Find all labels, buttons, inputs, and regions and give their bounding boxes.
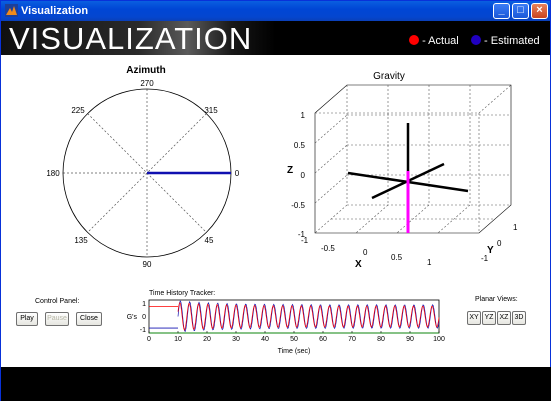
azimuth-plot: Azimuth 270 315 0 45 90 135 180 225 bbox=[46, 65, 240, 269]
x-tick-label: 10 bbox=[174, 336, 182, 343]
x-tick-0.5: 0.5 bbox=[391, 253, 403, 262]
x-tick-label: 90 bbox=[406, 336, 414, 343]
azimuth-label-45: 45 bbox=[205, 236, 214, 245]
z-tick-1: 1 bbox=[301, 111, 306, 120]
view-3d-button[interactable]: 3D bbox=[512, 311, 526, 325]
x-tick-neg1: -1 bbox=[301, 236, 309, 245]
azimuth-title: Azimuth bbox=[126, 65, 165, 76]
time-history-ylabel: G's bbox=[127, 314, 138, 321]
banner bbox=[1, 21, 550, 55]
x-tick-label: 20 bbox=[203, 336, 211, 343]
matlab-logo-icon bbox=[5, 4, 18, 17]
window-title: Visualization bbox=[21, 5, 89, 17]
azimuth-label-225: 225 bbox=[71, 106, 85, 115]
x-tick-label: 70 bbox=[348, 336, 356, 343]
azimuth-label-0: 0 bbox=[235, 169, 240, 178]
play-button[interactable]: Play bbox=[16, 312, 38, 326]
z-tick-neg0.5: -0.5 bbox=[291, 201, 305, 210]
y-axis-label: Y bbox=[487, 245, 494, 256]
main-panel: Azimuth 270 315 0 45 90 135 180 225 Grav… bbox=[1, 55, 550, 367]
time-history-x-ticks: 0 10 20 30 40 50 60 70 80 90 100 bbox=[147, 331, 445, 343]
x-axis-label: X bbox=[355, 259, 362, 270]
x-tick-label: 100 bbox=[433, 336, 445, 343]
y-tick-neg1: -1 bbox=[481, 254, 489, 263]
time-history-chart: G's 1 0 -1 0 10 20 30 40 50 60 70 80 90 100 Time (… bbox=[127, 299, 445, 355]
view-yz-button[interactable]: YZ bbox=[482, 311, 496, 325]
azimuth-label-90: 90 bbox=[143, 260, 152, 269]
estimated-dot-icon bbox=[470, 35, 481, 45]
azimuth-label-270: 270 bbox=[140, 79, 154, 88]
time-history-title: Time History Tracker: bbox=[149, 290, 216, 297]
z-axis-label: Z bbox=[287, 165, 293, 176]
control-panel-title: Control Panel: bbox=[35, 298, 80, 305]
pause-button[interactable]: Pause bbox=[45, 312, 69, 326]
gravity-3d-plot: Gravity bbox=[287, 71, 518, 270]
maximize-button[interactable]: □ bbox=[512, 3, 529, 19]
x-tick-label: 40 bbox=[261, 336, 269, 343]
time-history-oscillation bbox=[177, 302, 440, 331]
planar-views-title: Planar Views: bbox=[475, 296, 518, 303]
title-bar[interactable]: Visualization _ □ × bbox=[1, 1, 550, 21]
x-tick-label: 60 bbox=[319, 336, 327, 343]
minimize-button[interactable]: _ bbox=[493, 3, 510, 19]
view-xy-button[interactable]: XY bbox=[467, 311, 481, 325]
azimuth-label-180: 180 bbox=[46, 169, 60, 178]
x-tick-1: 1 bbox=[427, 258, 432, 267]
time-history-xlabel: Time (sec) bbox=[278, 348, 311, 355]
view-xz-button[interactable]: XZ bbox=[497, 311, 511, 325]
banner-title: VISUALIZATION bbox=[9, 21, 253, 56]
z-tick-0: 0 bbox=[301, 171, 306, 180]
y-tick-label-1: 1 bbox=[142, 301, 146, 308]
azimuth-label-135: 135 bbox=[74, 236, 88, 245]
footer-bar bbox=[1, 367, 551, 401]
z-tick-0.5: 0.5 bbox=[294, 141, 306, 150]
y-tick-label-neg1: -1 bbox=[140, 327, 146, 334]
actual-dot-icon bbox=[409, 35, 419, 45]
legend: - Actual - Estimated bbox=[409, 35, 540, 49]
x-tick-label: 0 bbox=[147, 336, 151, 343]
x-tick-label: 50 bbox=[290, 336, 298, 343]
y-tick-0: 0 bbox=[497, 239, 502, 248]
x-tick-label: 30 bbox=[232, 336, 240, 343]
x-tick-0: 0 bbox=[363, 248, 368, 257]
y-tick-1: 1 bbox=[513, 223, 518, 232]
x-tick-neg0.5: -0.5 bbox=[321, 244, 335, 253]
close-window-button[interactable]: × bbox=[531, 3, 548, 19]
z-tick-neg1: -1 bbox=[298, 230, 306, 239]
legend-actual-label: - Actual bbox=[422, 35, 459, 47]
y-tick-label-0: 0 bbox=[142, 314, 146, 321]
azimuth-label-315: 315 bbox=[204, 106, 218, 115]
close-button[interactable]: Close bbox=[76, 312, 102, 326]
legend-estimated-label: - Estimated bbox=[484, 35, 540, 47]
gravity-title: Gravity bbox=[373, 71, 405, 82]
x-tick-label: 80 bbox=[377, 336, 385, 343]
gravity-box-grid bbox=[314, 84, 512, 234]
